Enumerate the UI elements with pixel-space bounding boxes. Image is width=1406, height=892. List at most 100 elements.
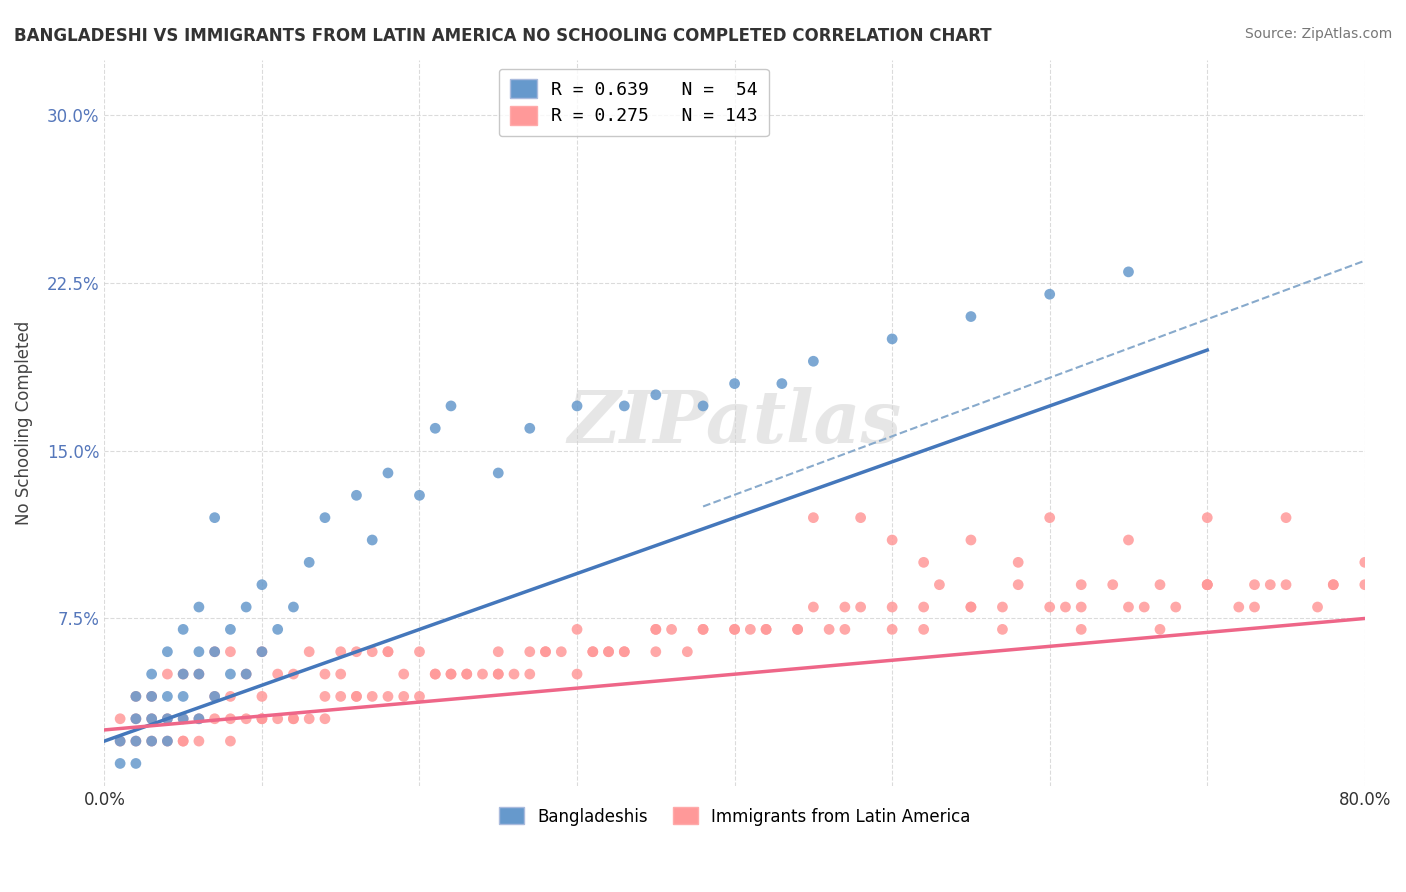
Point <box>346 690 368 704</box>
Point <box>882 332 904 346</box>
Point <box>834 600 856 615</box>
Point <box>882 600 904 615</box>
Point <box>1197 577 1219 591</box>
Point <box>755 623 778 637</box>
Point <box>235 712 257 726</box>
Point <box>503 667 526 681</box>
Point <box>125 712 148 726</box>
Point <box>692 623 714 637</box>
Point <box>172 712 194 726</box>
Point <box>204 645 226 659</box>
Point <box>172 667 194 681</box>
Point <box>250 712 273 726</box>
Point <box>235 667 257 681</box>
Point <box>565 623 588 637</box>
Point <box>818 623 841 637</box>
Point <box>1118 600 1140 615</box>
Point <box>803 600 825 615</box>
Point <box>1197 577 1219 591</box>
Point <box>156 667 179 681</box>
Point <box>204 510 226 524</box>
Point <box>187 600 209 615</box>
Point <box>519 667 541 681</box>
Point <box>1258 577 1281 591</box>
Point <box>361 690 384 704</box>
Point <box>377 645 399 659</box>
Point <box>108 734 131 748</box>
Point <box>786 623 808 637</box>
Point <box>156 712 179 726</box>
Point <box>125 690 148 704</box>
Point <box>486 667 509 681</box>
Point <box>1070 600 1092 615</box>
Point <box>1243 600 1265 615</box>
Point <box>125 690 148 704</box>
Point <box>329 645 352 659</box>
Point <box>125 756 148 771</box>
Point <box>1322 577 1344 591</box>
Text: ZIPatlas: ZIPatlas <box>568 387 901 458</box>
Point <box>676 645 699 659</box>
Text: Source: ZipAtlas.com: Source: ZipAtlas.com <box>1244 27 1392 41</box>
Point <box>1149 623 1171 637</box>
Point <box>141 690 163 704</box>
Point <box>440 399 463 413</box>
Point <box>803 354 825 368</box>
Point <box>125 712 148 726</box>
Point <box>187 712 209 726</box>
Point <box>283 600 305 615</box>
Y-axis label: No Schooling Completed: No Schooling Completed <box>15 320 32 524</box>
Point <box>250 690 273 704</box>
Point <box>1101 577 1123 591</box>
Point <box>377 466 399 480</box>
Point <box>187 667 209 681</box>
Point <box>219 690 242 704</box>
Point <box>267 712 290 726</box>
Point <box>1118 265 1140 279</box>
Point <box>219 712 242 726</box>
Point <box>1275 510 1298 524</box>
Point <box>298 712 321 726</box>
Point <box>425 667 447 681</box>
Point <box>141 734 163 748</box>
Point <box>108 756 131 771</box>
Point <box>613 645 636 659</box>
Point <box>692 399 714 413</box>
Point <box>408 488 430 502</box>
Point <box>471 667 494 681</box>
Point <box>314 690 336 704</box>
Point <box>250 577 273 591</box>
Point <box>314 667 336 681</box>
Point <box>440 667 463 681</box>
Point <box>108 734 131 748</box>
Point <box>329 667 352 681</box>
Point <box>1007 577 1029 591</box>
Point <box>219 623 242 637</box>
Point <box>1275 577 1298 591</box>
Point <box>644 388 666 402</box>
Point <box>991 623 1014 637</box>
Point <box>361 645 384 659</box>
Point <box>250 712 273 726</box>
Point <box>156 734 179 748</box>
Point <box>755 623 778 637</box>
Point <box>740 623 762 637</box>
Point <box>204 645 226 659</box>
Point <box>882 623 904 637</box>
Point <box>1306 600 1329 615</box>
Point <box>329 690 352 704</box>
Point <box>803 510 825 524</box>
Point <box>267 667 290 681</box>
Point <box>960 310 983 324</box>
Point <box>613 645 636 659</box>
Text: BANGLADESHI VS IMMIGRANTS FROM LATIN AMERICA NO SCHOOLING COMPLETED CORRELATION : BANGLADESHI VS IMMIGRANTS FROM LATIN AME… <box>14 27 991 45</box>
Point <box>204 712 226 726</box>
Point <box>377 645 399 659</box>
Point <box>172 667 194 681</box>
Point <box>1039 600 1062 615</box>
Point <box>346 488 368 502</box>
Point <box>1070 577 1092 591</box>
Point <box>960 600 983 615</box>
Point <box>141 712 163 726</box>
Point <box>235 600 257 615</box>
